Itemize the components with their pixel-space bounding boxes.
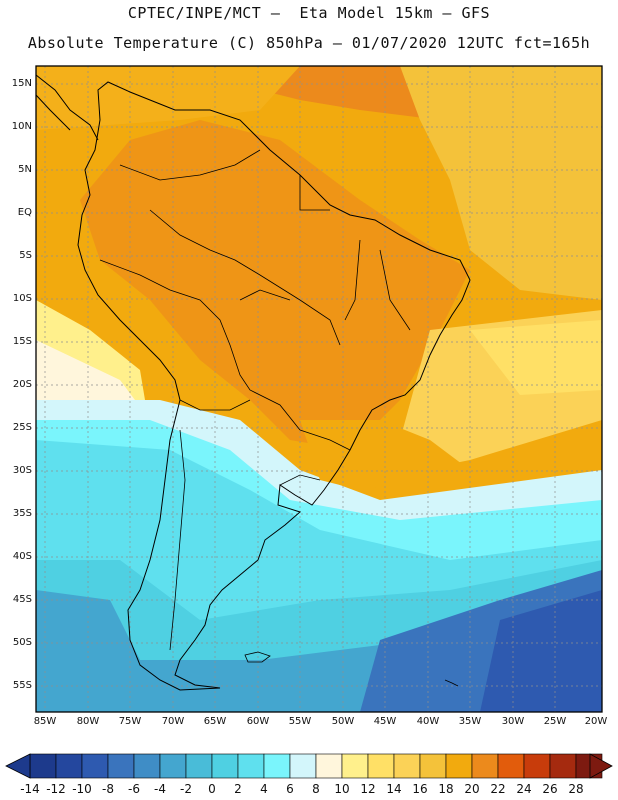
colorbar-label: 6 (286, 782, 294, 796)
colorbar-low-arrow (5, 753, 31, 779)
south-georgia (444, 679, 459, 687)
lon-label: 20W (584, 716, 608, 727)
colorbar-swatch (315, 753, 343, 779)
colorbar-swatch (289, 753, 317, 779)
lat-label: 10S (12, 293, 32, 304)
lat-label: 45S (12, 594, 32, 605)
atlantic-warm-zone (400, 66, 602, 300)
colorbar-label: 24 (516, 782, 532, 796)
lat-label: 15N (11, 78, 32, 89)
colorbar-label: 14 (386, 782, 402, 796)
lat-label: 55S (12, 680, 32, 691)
lat-label: 15S (12, 336, 32, 347)
falkland-islands (244, 651, 271, 663)
colorbar-swatch (159, 753, 187, 779)
north-west-zone (36, 66, 300, 130)
colorbar-swatch (185, 753, 213, 779)
colorbar-swatch (471, 753, 499, 779)
colorbar-swatch (211, 753, 239, 779)
colorbar-label: 28 (568, 782, 584, 796)
lon-label: 70W (161, 716, 185, 727)
colorbar-label: 22 (490, 782, 506, 796)
colorbar-swatch (367, 753, 395, 779)
colorbar-label: 10 (334, 782, 350, 796)
lon-label: 50W (331, 716, 355, 727)
frontal-warm-tongue (300, 420, 470, 490)
colorbar-label: -4 (154, 782, 166, 796)
colorbar-swatch (341, 753, 369, 779)
lat-label: 35S (12, 508, 32, 519)
colorbar (5, 753, 613, 779)
country-borders (99, 149, 411, 651)
colorbar-swatch (107, 753, 135, 779)
lon-label: 60W (246, 716, 270, 727)
colorbar-swatch (549, 753, 577, 779)
lon-label: 80W (76, 716, 100, 727)
colorbar-label: -12 (46, 782, 66, 796)
colorbar-label: 16 (412, 782, 428, 796)
lat-label: 20S (12, 379, 32, 390)
colorbar-label: 20 (464, 782, 480, 796)
lat-label: 50S (12, 637, 32, 648)
lon-label: 25W (543, 716, 567, 727)
colorbar-swatch (445, 753, 473, 779)
colorbar-label: -14 (20, 782, 40, 796)
map-frame (35, 65, 603, 713)
lat-label: 5S (19, 250, 32, 261)
lon-label: 75W (118, 716, 142, 727)
title-line-2: Absolute Temperature (C) 850hPa — 01/07/… (27, 34, 591, 52)
colorbar-swatch (55, 753, 83, 779)
south-america-coastline (77, 81, 471, 691)
colorbar-swatch (419, 753, 447, 779)
colorbar-label: 26 (542, 782, 558, 796)
colorbar-swatch (133, 753, 161, 779)
colorbar-high-arrow (589, 753, 613, 779)
colorbar-label: 4 (260, 782, 268, 796)
lat-label: EQ (17, 207, 32, 218)
central-america-coastline (36, 74, 99, 141)
colorbar-swatches (29, 753, 603, 779)
lon-label: 85W (33, 716, 57, 727)
lon-label: 30W (501, 716, 525, 727)
lat-label: 30S (12, 465, 32, 476)
lon-label: 35W (458, 716, 482, 727)
colorbar-label: 12 (360, 782, 376, 796)
grid (36, 66, 602, 712)
colorbar-swatch (29, 753, 57, 779)
colorbar-label: 0 (208, 782, 216, 796)
title-line-1: CPTEC/INPE/MCT — Eta Model 15km — GFS (127, 4, 491, 22)
lon-label: 45W (373, 716, 397, 727)
colorbar-label: 18 (438, 782, 454, 796)
lon-label: 40W (416, 716, 440, 727)
colorbar-label: -6 (128, 782, 140, 796)
deepest-blue-zone (480, 590, 602, 712)
colorbar-label: -10 (72, 782, 92, 796)
continent-warm-zone (80, 120, 470, 450)
colorbar-swatch (523, 753, 551, 779)
colorbar-swatch (237, 753, 265, 779)
lat-label: 10N (11, 121, 32, 132)
colorbar-label: -8 (102, 782, 114, 796)
colorbar-swatch (81, 753, 109, 779)
colorbar-label: 2 (234, 782, 242, 796)
colorbar-swatch (263, 753, 291, 779)
colorbar-label: -2 (180, 782, 192, 796)
lat-label: 40S (12, 551, 32, 562)
lat-label: 25S (12, 422, 32, 433)
lat-label: 5N (18, 164, 32, 175)
colorbar-swatch (497, 753, 525, 779)
lon-label: 65W (203, 716, 227, 727)
lon-label: 55W (288, 716, 312, 727)
colorbar-swatch (393, 753, 421, 779)
colorbar-label: 8 (312, 782, 320, 796)
subtropical-light-zone (470, 320, 602, 395)
